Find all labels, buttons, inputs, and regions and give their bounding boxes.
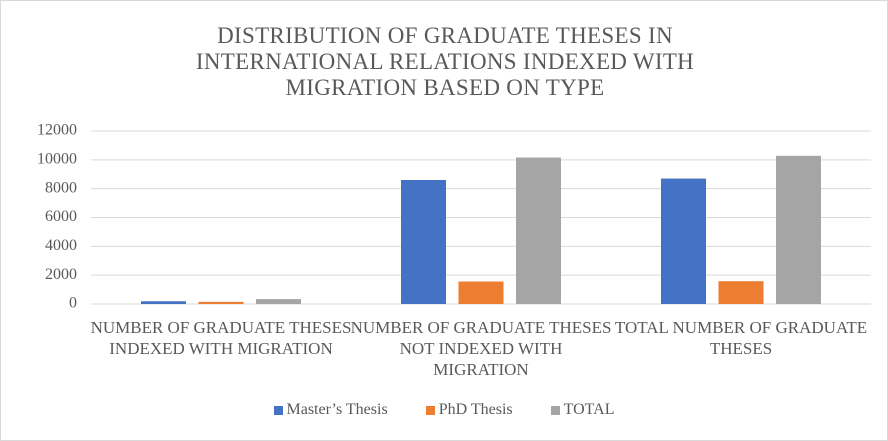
chart-title: DISTRIBUTION OF GRADUATE THESES IN INTER… [195, 23, 695, 100]
y-tick-label: 4000 [45, 237, 77, 254]
x-tick-label: NUMBER OF GRADUATE THESES INDEXED WITH M… [90, 318, 352, 358]
bar [516, 157, 561, 304]
legend-swatch [425, 405, 435, 415]
y-tick-label: 8000 [45, 179, 77, 196]
bar [458, 281, 504, 304]
y-tick-label: 0 [69, 295, 77, 312]
legend: Master’s Thesis PhD Thesis TOTAL [1, 401, 887, 419]
legend-label: Master’s Thesis [286, 401, 388, 418]
bar [718, 281, 764, 304]
x-tick-label: NUMBER OF GRADUATE THESES NOT INDEXED WI… [350, 318, 612, 379]
y-tick-label: 2000 [45, 266, 77, 283]
legend-item: PhD Thesis [425, 401, 513, 419]
bar [256, 299, 301, 304]
legend-label: TOTAL [563, 401, 615, 418]
bar [401, 180, 446, 304]
bar [776, 155, 821, 304]
bar [141, 301, 186, 304]
legend-swatch [273, 405, 283, 415]
legend-label: PhD Thesis [438, 401, 513, 418]
y-tick-label: 10000 [37, 151, 77, 168]
legend-swatch [550, 405, 560, 415]
legend-item: TOTAL [550, 401, 615, 419]
y-tick-label: 6000 [45, 208, 77, 225]
legend-item: Master’s Thesis [273, 401, 388, 419]
x-tick-label: TOTAL NUMBER OF GRADUATE THESES [614, 318, 868, 358]
y-tick-label: 12000 [37, 122, 77, 139]
bar [198, 301, 244, 304]
bar [661, 178, 706, 304]
